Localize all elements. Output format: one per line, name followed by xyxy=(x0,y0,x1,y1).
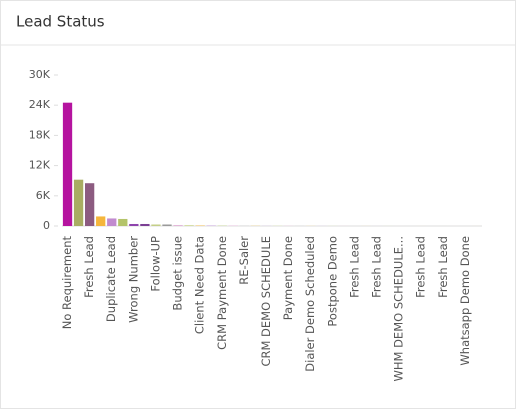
bar xyxy=(206,225,216,226)
x-tick-label: Fresh Lead xyxy=(414,236,428,298)
x-tick-label: RE-Saler xyxy=(237,236,251,285)
bar xyxy=(151,224,161,226)
x-tick-label: Budget issue xyxy=(171,236,185,311)
x-tick-label: Duplicate Lead xyxy=(104,236,118,322)
bar xyxy=(140,223,150,226)
x-tick-label: Follow-UP xyxy=(148,236,162,292)
bar xyxy=(173,224,183,226)
bar xyxy=(217,225,227,226)
x-tick-label: CRM DEMO SCHEDULE xyxy=(259,236,273,367)
y-tick-label: 18K xyxy=(29,128,51,141)
x-tick-label: Wrong Number xyxy=(126,236,140,323)
bar xyxy=(118,218,128,226)
x-tick-label: Client Need Data xyxy=(193,236,207,334)
bar xyxy=(73,179,84,226)
x-tick-label: Fresh Lead xyxy=(436,236,450,298)
x-tick-label: Postpone Demo xyxy=(325,236,339,327)
y-tick-label: 30K xyxy=(29,68,51,81)
chart-title: Lead Status xyxy=(16,13,105,31)
x-tick-label: Whatsapp Demo Done xyxy=(458,236,472,366)
bar xyxy=(107,218,117,226)
bar xyxy=(62,102,73,226)
bar xyxy=(162,224,172,226)
bar xyxy=(195,225,205,226)
x-tick-label: Payment Done xyxy=(281,236,295,320)
y-tick-label: 6K xyxy=(36,189,51,202)
y-tick-label: 0 xyxy=(43,219,50,232)
bar xyxy=(184,224,194,226)
y-tick-label: 24K xyxy=(29,98,51,111)
x-tick-label: No Requirement xyxy=(60,236,74,330)
bar xyxy=(228,225,238,226)
x-tick-label: Dialer Demo Scheduled xyxy=(303,236,317,372)
x-tick-label: WHM DEMO SCHEDULE... xyxy=(392,236,406,382)
bar xyxy=(96,216,106,226)
x-tick-label: Fresh Lead xyxy=(82,236,96,298)
bar xyxy=(84,183,95,226)
bar xyxy=(129,223,139,226)
x-tick-label: Fresh Lead xyxy=(347,236,361,298)
x-tick-label: Fresh Lead xyxy=(370,236,384,298)
y-tick-label: 12K xyxy=(29,159,51,172)
x-tick-label: CRM Payment Done xyxy=(215,236,229,350)
